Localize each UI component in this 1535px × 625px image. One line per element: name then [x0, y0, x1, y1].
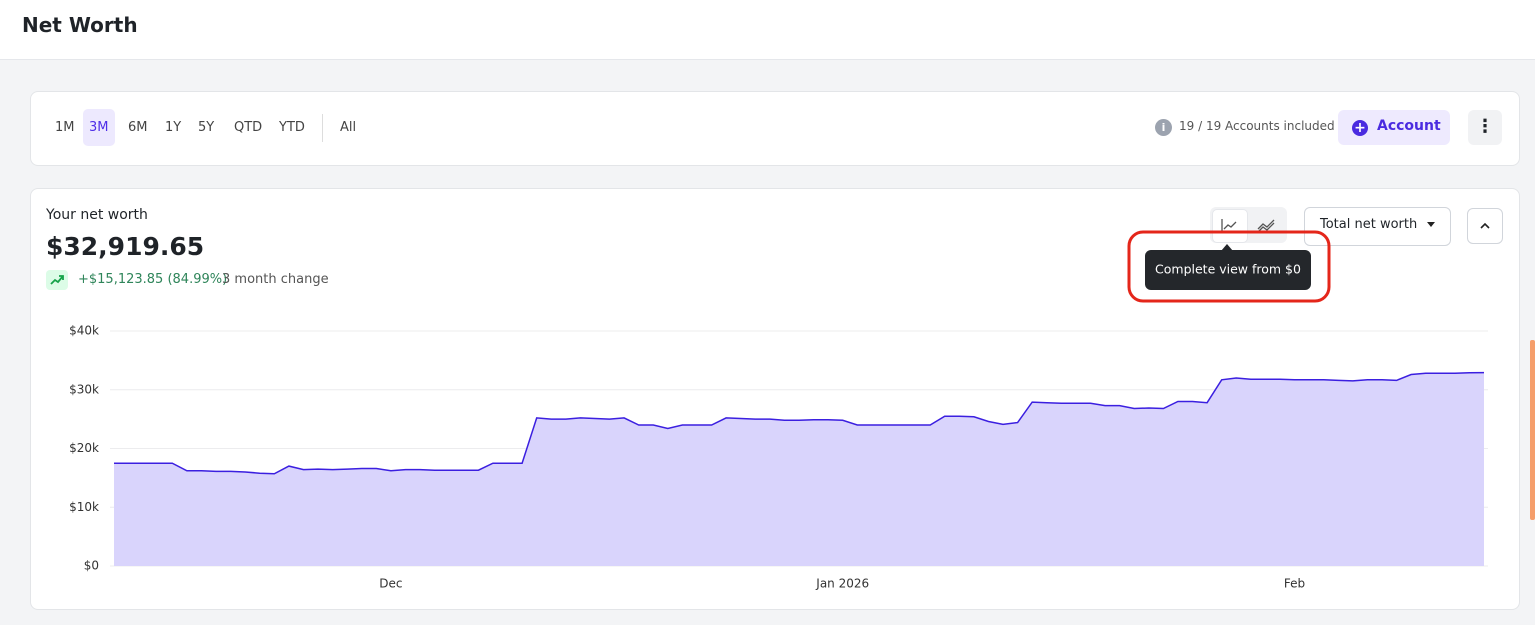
auto-view-button[interactable]: [1250, 209, 1284, 241]
collapse-button[interactable]: [1467, 208, 1503, 244]
area: [114, 372, 1484, 566]
range-card: [30, 91, 1520, 166]
scroll-indicator: [1530, 340, 1535, 520]
highlight-outline: [1127, 230, 1331, 303]
x-tick-label: Jan 2026: [815, 577, 869, 591]
trend-glyph: [50, 275, 64, 285]
y-tick-label: $0: [84, 559, 99, 573]
add-account-label: Account: [1377, 118, 1441, 134]
accounts-info: 19 / 19 Accounts included: [1179, 119, 1335, 133]
zero-view-button[interactable]: [1212, 209, 1248, 243]
x-tick-label: Dec: [379, 577, 402, 591]
summary-label: Your net worth: [46, 207, 148, 223]
change-label: 3 month change: [222, 272, 329, 287]
line: [114, 371, 1485, 475]
change-value: +$15,123.85 (84.99%): [78, 272, 228, 287]
divider: [322, 114, 323, 142]
x-tick-label: Feb: [1284, 577, 1305, 591]
range-button[interactable]: QTD: [234, 120, 263, 135]
range-button[interactable]: 5Y: [198, 120, 215, 135]
y-tick-label: $30k: [69, 382, 99, 396]
more-button[interactable]: ⋮: [1468, 110, 1502, 145]
y-tick-label: $20k: [69, 441, 99, 455]
page-title: Net Worth: [22, 13, 138, 37]
dropdown-label: Total net worth: [1320, 217, 1418, 232]
range-button[interactable]: YTD: [279, 120, 305, 135]
tooltip-arrow: [1221, 244, 1233, 251]
plus-icon: +: [1352, 120, 1368, 136]
tooltip-text: Complete view from $0: [1155, 262, 1301, 277]
range-button[interactable]: 1Y: [165, 120, 182, 135]
tooltip: [1145, 250, 1311, 290]
y-tick-label: $10k: [69, 500, 99, 514]
info-icon: i: [1155, 119, 1172, 136]
dropdown-caret: [1427, 222, 1435, 227]
collapse-glyph: [1480, 222, 1490, 229]
header: [0, 0, 1535, 60]
summary-amount: $32,919.65: [46, 232, 205, 261]
trend-icon: [46, 270, 68, 290]
range-button[interactable]: 3M: [83, 109, 115, 146]
range-button[interactable]: All: [340, 120, 357, 135]
auto-view-glyph: [1257, 219, 1275, 233]
range-button[interactable]: 6M: [128, 120, 148, 135]
range-button[interactable]: 1M: [55, 120, 75, 135]
y-tick-label: $40k: [69, 324, 99, 338]
